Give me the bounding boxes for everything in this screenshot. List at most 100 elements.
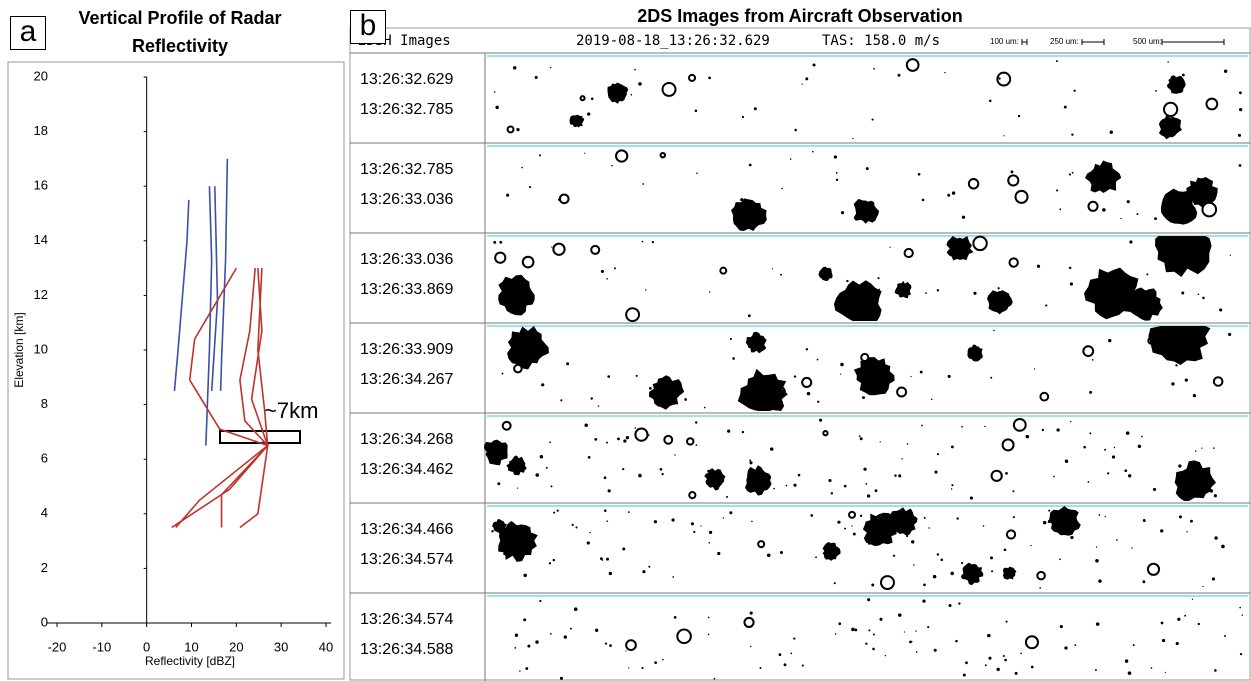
small-particle bbox=[922, 599, 925, 602]
small-particle bbox=[937, 289, 939, 291]
small-particle bbox=[648, 434, 650, 436]
timestamp: 2019-08-18_13:26:32.629 bbox=[576, 33, 770, 49]
small-particle bbox=[707, 470, 710, 473]
small-particle bbox=[754, 107, 757, 110]
small-particle bbox=[768, 476, 771, 479]
small-particle bbox=[1136, 213, 1138, 215]
small-particle bbox=[1230, 255, 1231, 256]
small-particle bbox=[1095, 669, 1097, 671]
small-particle bbox=[859, 435, 861, 437]
small-particle bbox=[875, 393, 877, 395]
small-particle bbox=[987, 634, 991, 638]
small-particle bbox=[890, 532, 892, 534]
small-particle bbox=[1105, 516, 1106, 517]
small-particle bbox=[590, 397, 592, 399]
small-particle bbox=[1074, 90, 1076, 92]
small-particle bbox=[1154, 217, 1157, 220]
small-particle bbox=[1141, 436, 1143, 438]
small-particle bbox=[539, 600, 541, 602]
small-particle bbox=[898, 474, 901, 477]
small-particle bbox=[772, 268, 773, 269]
small-particle bbox=[742, 431, 744, 433]
air-speed: TAS: 158.0 m/s bbox=[822, 33, 940, 49]
small-particle bbox=[844, 528, 846, 530]
small-particle bbox=[1125, 659, 1128, 662]
small-particle bbox=[1043, 521, 1047, 525]
small-particle bbox=[759, 667, 761, 669]
small-particle bbox=[1089, 391, 1092, 394]
strip-start: 13:26:32.785 bbox=[360, 161, 454, 178]
small-particle bbox=[517, 487, 518, 488]
small-particle bbox=[584, 153, 585, 154]
small-particle bbox=[674, 454, 675, 455]
y-tick-label: 8 bbox=[41, 396, 48, 411]
small-particle bbox=[550, 67, 551, 68]
small-particle bbox=[742, 116, 744, 118]
small-particle bbox=[1050, 513, 1051, 514]
small-particle bbox=[831, 492, 833, 494]
small-particle bbox=[1146, 273, 1148, 275]
small-particle bbox=[553, 512, 555, 514]
small-particle bbox=[933, 575, 937, 579]
small-particle bbox=[1056, 60, 1058, 62]
small-particle bbox=[894, 474, 896, 476]
small-particle bbox=[794, 129, 797, 132]
x-axis-label: Reflectivity [dBZ] bbox=[145, 654, 235, 668]
small-particle bbox=[549, 441, 551, 443]
small-particle bbox=[657, 388, 660, 391]
small-particle bbox=[1003, 655, 1005, 657]
small-particle bbox=[560, 677, 563, 680]
small-particle bbox=[652, 241, 654, 243]
small-particle bbox=[1195, 450, 1196, 451]
small-particle bbox=[865, 217, 868, 220]
small-particle bbox=[879, 289, 881, 291]
small-particle bbox=[1103, 164, 1106, 167]
small-particle bbox=[893, 555, 895, 557]
small-particle bbox=[494, 91, 495, 92]
small-particle bbox=[925, 292, 927, 294]
y-tick-label: 10 bbox=[34, 341, 48, 356]
small-particle bbox=[952, 191, 955, 194]
small-particle bbox=[1070, 282, 1073, 285]
small-particle bbox=[1202, 297, 1205, 300]
small-particle bbox=[1239, 108, 1242, 111]
small-particle bbox=[626, 436, 629, 439]
small-particle bbox=[1240, 653, 1242, 655]
small-particle bbox=[609, 572, 612, 575]
small-particle bbox=[1064, 646, 1067, 649]
panel-label: b bbox=[350, 10, 386, 44]
small-particle bbox=[691, 522, 694, 525]
small-particle bbox=[1161, 622, 1164, 625]
small-particle bbox=[840, 363, 844, 367]
small-particle bbox=[1060, 625, 1063, 628]
small-particle bbox=[927, 626, 929, 628]
small-particle bbox=[786, 485, 788, 487]
small-particle bbox=[535, 473, 539, 477]
small-particle bbox=[996, 668, 999, 671]
strip-end: 13:26:32.785 bbox=[360, 101, 454, 118]
small-particle bbox=[1070, 421, 1071, 422]
small-particle bbox=[874, 316, 876, 318]
small-particle bbox=[751, 521, 753, 523]
y-tick-label: 12 bbox=[34, 287, 48, 302]
small-particle bbox=[539, 154, 541, 156]
strip-start: 13:26:34.574 bbox=[360, 611, 454, 628]
small-particle bbox=[1129, 240, 1132, 243]
small-particle bbox=[1198, 623, 1200, 625]
small-particle bbox=[525, 667, 528, 670]
small-particle bbox=[727, 430, 730, 433]
small-particle bbox=[1095, 559, 1099, 563]
small-particle bbox=[672, 576, 674, 578]
small-particle bbox=[495, 106, 498, 109]
small-particle bbox=[975, 179, 977, 181]
small-particle bbox=[503, 552, 506, 555]
small-particle bbox=[595, 629, 598, 632]
small-particle bbox=[911, 376, 912, 377]
small-particle bbox=[749, 164, 752, 167]
small-particle bbox=[1118, 268, 1121, 271]
small-particle bbox=[506, 194, 509, 197]
small-particle bbox=[566, 362, 569, 365]
small-particle bbox=[695, 109, 698, 112]
small-particle bbox=[729, 511, 732, 514]
small-particle bbox=[628, 511, 630, 513]
